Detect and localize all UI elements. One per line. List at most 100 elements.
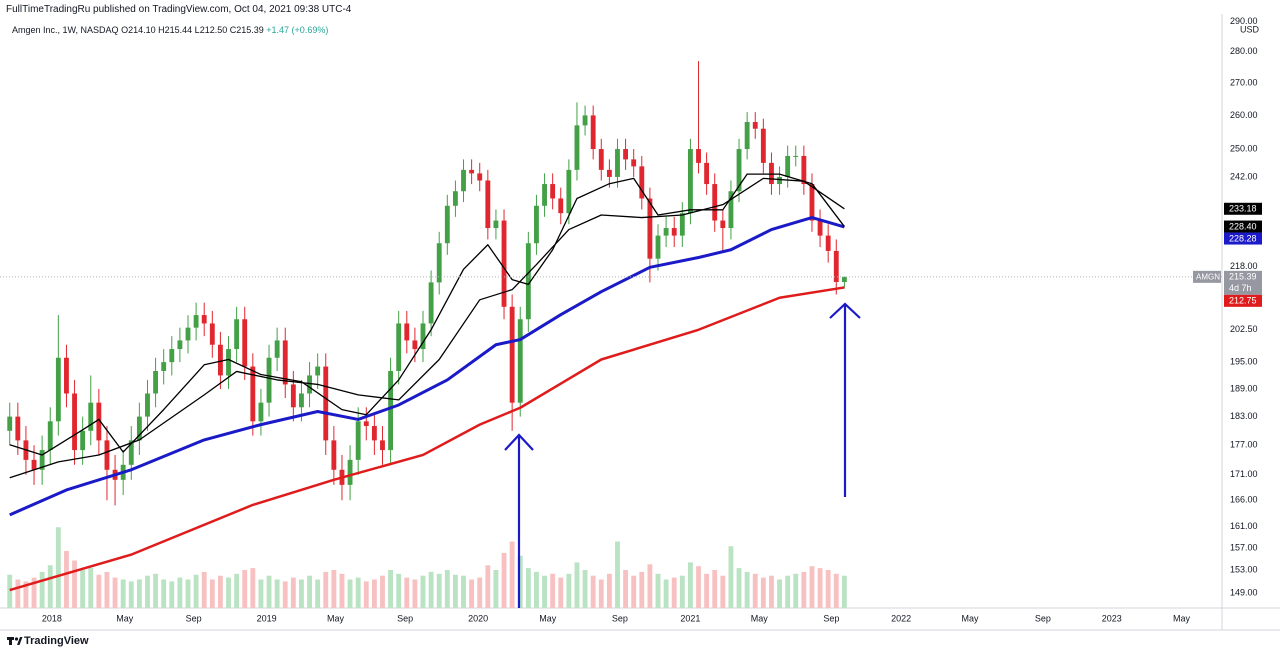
- candle-body: [793, 155, 799, 157]
- price-badge: [1224, 270, 1262, 295]
- candle-body: [801, 155, 807, 185]
- x-tick-label: Sep: [612, 613, 628, 623]
- candle-body: [687, 149, 693, 214]
- candle-body: [590, 115, 596, 150]
- volume-bar: [493, 570, 499, 608]
- moving-average-line: [9, 216, 845, 517]
- candle-body: [177, 340, 183, 350]
- candle-body: [574, 125, 580, 170]
- volume-bar: [371, 579, 377, 608]
- x-tick-label: 2023: [1102, 613, 1122, 623]
- volume-bar: [598, 579, 604, 608]
- candle-body: [258, 402, 264, 422]
- volume-bar: [623, 570, 629, 608]
- candle-body: [404, 323, 410, 341]
- ohlc-value: 215.44: [164, 25, 193, 35]
- candle-body: [234, 319, 240, 350]
- y-tick-label: 290.00: [1230, 16, 1258, 26]
- volume-bar: [104, 571, 110, 608]
- candle-body: [169, 349, 175, 363]
- ohlc-value: 212.50: [199, 25, 228, 35]
- volume-bar: [153, 573, 159, 608]
- volume-bar: [728, 546, 734, 608]
- volume-bar: [88, 568, 94, 608]
- x-tick-label: May: [1173, 613, 1191, 623]
- candle-body: [679, 213, 685, 236]
- volume-bar: [412, 579, 418, 608]
- price-badge-label: 212.75: [1229, 296, 1257, 306]
- candle-body: [720, 220, 726, 229]
- price-badge: [1224, 232, 1262, 245]
- candle-body: [88, 402, 94, 431]
- volume-bar: [679, 575, 685, 608]
- volume-bar: [452, 574, 458, 608]
- plot-area: [0, 61, 1222, 608]
- volume-bar: [363, 581, 369, 608]
- volume-bar: [485, 565, 491, 608]
- candle-body: [525, 243, 531, 320]
- x-tick-label: Sep: [397, 613, 413, 623]
- x-tick-label: May: [539, 613, 557, 623]
- candle-body: [663, 228, 669, 236]
- volume-bar: [420, 575, 426, 608]
- y-tick-label: 195.00: [1230, 357, 1258, 367]
- candle-body: [290, 384, 296, 408]
- x-tick-label: May: [751, 613, 769, 623]
- volume-bar: [290, 577, 296, 608]
- moving-average-line: [9, 177, 845, 479]
- x-tick-label: Sep: [186, 613, 202, 623]
- candle-body: [493, 220, 499, 229]
- volume-bar: [161, 579, 167, 608]
- candle-body: [274, 340, 280, 358]
- candle-body: [477, 173, 483, 181]
- moving-average-line: [9, 286, 845, 592]
- volume-bar: [428, 571, 434, 608]
- volume-bar: [785, 575, 791, 608]
- volume-bar: [574, 562, 580, 608]
- symbol-name: Amgen Inc., 1W, NASDAQ: [12, 25, 119, 35]
- volume-bar: [193, 574, 199, 608]
- candle-body: [461, 169, 466, 192]
- candle-body: [380, 440, 385, 451]
- candle-body: [558, 198, 564, 214]
- annotation-arrows: [504, 302, 861, 608]
- logo-part: [9, 637, 12, 645]
- volume-bar: [299, 579, 304, 608]
- candle-body: [31, 459, 37, 470]
- symbol-tag: AMGN: [1196, 272, 1220, 281]
- symbol-tag-bg: [1193, 270, 1221, 283]
- candle-body: [185, 327, 191, 341]
- volume-bar: [307, 575, 312, 608]
- volume-bar: [388, 570, 394, 608]
- volume-bar: [274, 579, 280, 608]
- volume-bar: [469, 579, 475, 608]
- candle-body: [509, 306, 515, 403]
- ohlc-key: H: [158, 25, 165, 35]
- volume-bar: [712, 570, 718, 608]
- volume-bar: [687, 562, 693, 608]
- volume-bar: [380, 575, 385, 608]
- y-tick-label: 189.00: [1230, 383, 1258, 393]
- candle-body: [315, 366, 321, 376]
- candle-body: [623, 149, 629, 160]
- volume-bar: [663, 579, 669, 608]
- volume-bar: [566, 573, 572, 608]
- volume-bar: [209, 579, 215, 608]
- volume-bar: [39, 571, 45, 608]
- x-tick-label: 2018: [42, 613, 62, 623]
- volume-bar: [404, 577, 410, 608]
- volume-bar: [64, 551, 69, 608]
- volume-bar: [96, 574, 102, 608]
- candle-body: [15, 416, 21, 441]
- volume-bar: [542, 575, 547, 608]
- volume-bar: [145, 575, 150, 608]
- volume-bar: [777, 579, 782, 608]
- candle-body: [266, 357, 272, 403]
- volume-bar: [55, 527, 61, 608]
- volume-bar: [355, 577, 361, 608]
- x-tick-label: May: [327, 613, 345, 623]
- volume-bar: [47, 565, 53, 608]
- candle-body: [841, 276, 847, 282]
- x-tick-label: Sep: [1035, 613, 1051, 623]
